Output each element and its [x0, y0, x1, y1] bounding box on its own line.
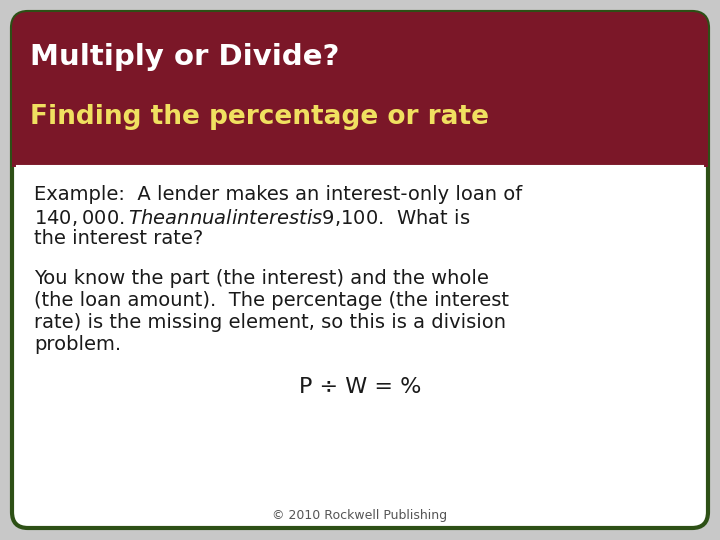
Text: Multiply or Divide?: Multiply or Divide? [30, 43, 339, 71]
Bar [12, 151, 708, 167]
Text: the interest rate?: the interest rate? [34, 230, 203, 248]
Text: problem.: problem. [34, 335, 121, 354]
Text: P ÷ W = %: P ÷ W = % [299, 377, 421, 397]
Text: $140,000.  The annual interest is $9,100.  What is: $140,000. The annual interest is $9,100.… [34, 206, 470, 227]
Text: Finding the percentage or rate: Finding the percentage or rate [30, 104, 489, 130]
Text: rate) is the missing element, so this is a division: rate) is the missing element, so this is… [34, 314, 506, 333]
Text: © 2010 Rockwell Publishing: © 2010 Rockwell Publishing [272, 510, 448, 523]
Text: (the loan amount).  The percentage (the interest: (the loan amount). The percentage (the i… [34, 292, 509, 310]
FancyBboxPatch shape [12, 12, 708, 167]
FancyBboxPatch shape [12, 12, 708, 528]
Text: Example:  A lender makes an interest-only loan of: Example: A lender makes an interest-only… [34, 186, 522, 205]
Text: You know the part (the interest) and the whole: You know the part (the interest) and the… [34, 269, 489, 288]
